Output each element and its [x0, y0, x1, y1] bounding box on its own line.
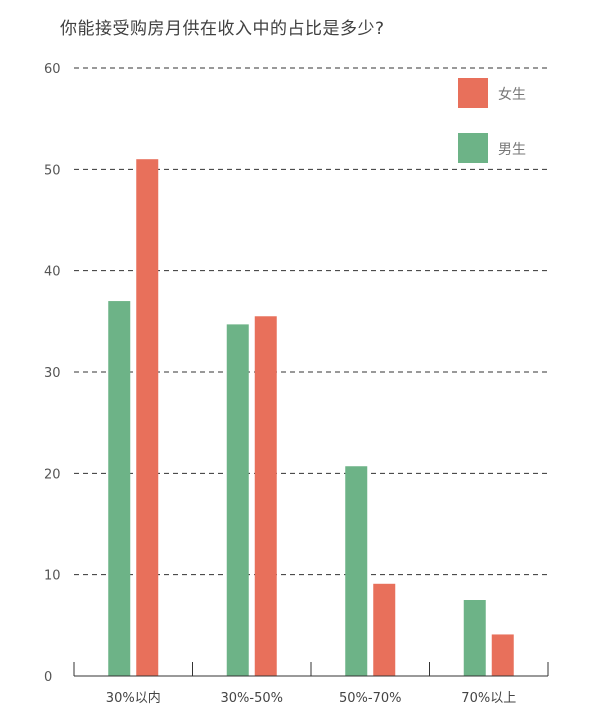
- legend-label-female: 女生: [498, 86, 526, 103]
- y-tick-label: 30: [44, 366, 61, 381]
- bar-male-2: [345, 466, 368, 676]
- bar-female-1: [254, 316, 277, 676]
- x-category-label: 70%以上: [461, 691, 516, 706]
- bar-male-3: [463, 600, 486, 676]
- bar-female-3: [491, 634, 514, 676]
- bar-male-1: [226, 324, 249, 676]
- legend-swatch-female: [458, 78, 488, 108]
- gridlines: [74, 67, 548, 576]
- x-category-label: 30%以内: [106, 690, 161, 706]
- x-category-label: 30%-50%: [221, 691, 283, 706]
- y-tick-label: 0: [44, 670, 52, 685]
- y-tick-label: 20: [44, 467, 61, 482]
- x-axis: 30%以内 30%-50% 50%-70% 70%以上: [73, 662, 549, 706]
- legend-label-male: 男生: [498, 142, 526, 158]
- legend-swatch-male: [458, 133, 488, 163]
- bar-male-0: [108, 301, 131, 676]
- bars: [108, 159, 514, 676]
- y-axis-ticks: 0 10 20 30 40 50 60: [44, 62, 61, 685]
- y-tick-label: 60: [44, 62, 61, 77]
- chart-title: 你能接受购房月供在收入中的占比是多少?: [60, 19, 385, 39]
- bar-female-2: [373, 583, 396, 676]
- y-tick-label: 10: [44, 569, 61, 584]
- y-tick-label: 40: [44, 265, 61, 280]
- bar-female-0: [136, 159, 159, 676]
- y-tick-label: 50: [44, 163, 61, 178]
- x-category-label: 50%-70%: [339, 691, 401, 706]
